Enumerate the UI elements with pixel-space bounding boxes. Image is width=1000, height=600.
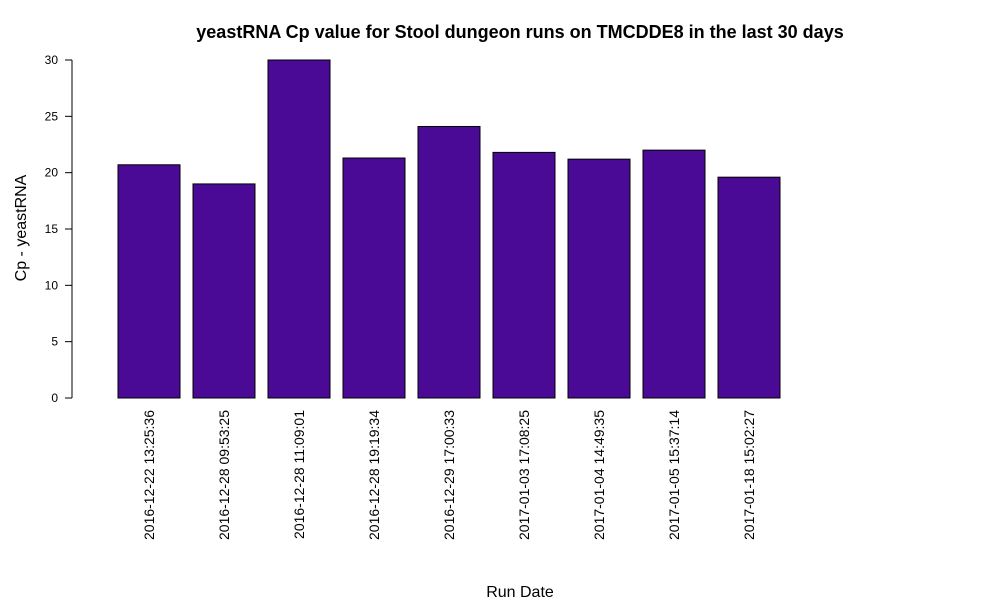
y-tick-label: 25 <box>45 109 59 123</box>
y-axis-label: Cp - yeastRNA <box>13 174 30 281</box>
x-axis-label: Run Date <box>486 584 554 600</box>
y-tick-label: 15 <box>45 222 59 236</box>
y-axis-ticks: 0 5 10 15 20 25 30 <box>45 53 72 405</box>
x-tick-label: 2016-12-28 11:09:01 <box>291 410 307 539</box>
y-tick-label: 5 <box>51 335 58 349</box>
bar <box>192 183 256 399</box>
x-tick-label: 2016-12-29 17:00:33 <box>441 410 457 540</box>
bar <box>567 158 631 399</box>
x-tick-label: 2016-12-28 19:19:34 <box>366 410 382 540</box>
bar <box>717 176 781 399</box>
x-tick-label: 2016-12-22 13:25:36 <box>141 410 157 540</box>
y-tick-label: 0 <box>51 391 58 405</box>
x-tick-label: 2017-01-05 15:37:14 <box>666 410 682 540</box>
bar <box>117 164 181 399</box>
bar <box>642 149 706 399</box>
chart-title: yeastRNA Cp value for Stool dungeon runs… <box>196 22 843 42</box>
x-tick-label: 2017-01-03 17:08:25 <box>516 410 532 540</box>
bar <box>267 59 331 399</box>
y-tick-label: 20 <box>45 166 59 180</box>
bar <box>342 157 406 399</box>
x-tick-label: 2017-01-18 15:02:27 <box>741 410 757 540</box>
bar <box>417 125 481 399</box>
bar <box>492 151 556 399</box>
y-tick-label: 10 <box>45 278 59 292</box>
x-tick-label: 2016-12-28 09:53:25 <box>216 410 232 540</box>
bars <box>117 59 781 399</box>
y-tick-label: 30 <box>45 53 59 67</box>
x-tick-label: 2017-01-04 14:49:35 <box>591 410 607 540</box>
x-axis-tick-labels: 2016-12-22 13:25:36 2016-12-28 09:53:25 20… <box>141 410 757 540</box>
